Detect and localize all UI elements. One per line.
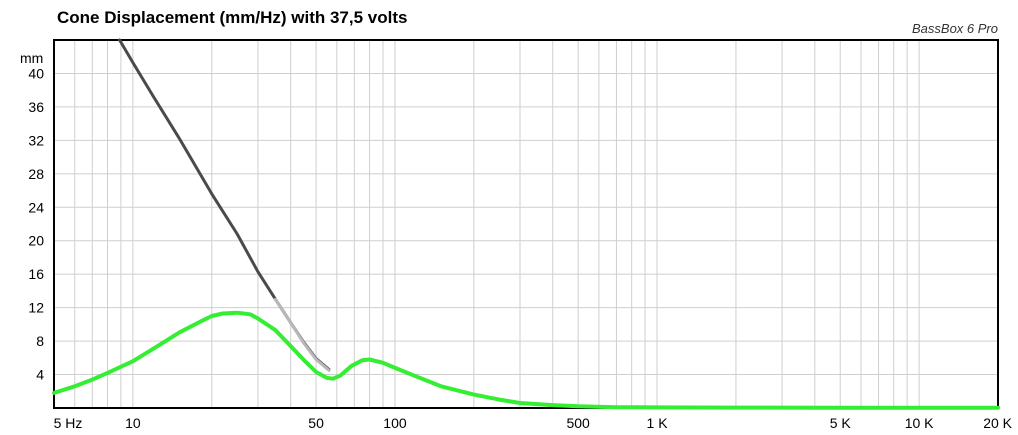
y-axis-ticks: 4 8 12 16 20 24 28 32 36 40	[28, 65, 44, 382]
y-tick-label: 28	[28, 166, 44, 182]
data-series	[52, 38, 1000, 410]
x-tick-label: 100	[383, 415, 407, 431]
y-tick-label: 36	[28, 99, 44, 115]
y-tick-label: 20	[28, 233, 44, 249]
y-tick-label: 24	[28, 199, 44, 215]
x-tick-label: 1 K	[647, 415, 669, 431]
series-line-2	[274, 297, 331, 372]
y-tick-label: 40	[28, 65, 44, 81]
x-tick-label: 5 K	[830, 415, 852, 431]
plot-frame	[53, 39, 999, 409]
x-tick-label: 20 K	[983, 415, 1012, 431]
x-tick-label: 10 K	[905, 415, 934, 431]
y-tick-label: 16	[28, 266, 44, 282]
series-line-1	[118, 38, 331, 371]
y-tick-label: 32	[28, 132, 44, 148]
x-tick-label: 5 Hz	[54, 415, 83, 431]
y-tick-label: 8	[36, 333, 44, 349]
grid-lines	[54, 40, 998, 408]
chart-title: Cone Displacement (mm/Hz) with 37,5 volt…	[57, 8, 407, 27]
y-unit-label: mm	[20, 50, 43, 66]
y-tick-label: 4	[36, 367, 44, 383]
x-tick-label: 10	[125, 415, 141, 431]
series-line-3	[52, 310, 1000, 410]
x-tick-label: 500	[566, 415, 590, 431]
software-credit: BassBox 6 Pro	[912, 21, 998, 36]
y-tick-label: 12	[28, 300, 44, 316]
x-tick-label: 50	[308, 415, 324, 431]
x-axis-ticks: 5 Hz 10 50 100 500 1 K 5 K 10 K 20 K	[54, 415, 1013, 431]
